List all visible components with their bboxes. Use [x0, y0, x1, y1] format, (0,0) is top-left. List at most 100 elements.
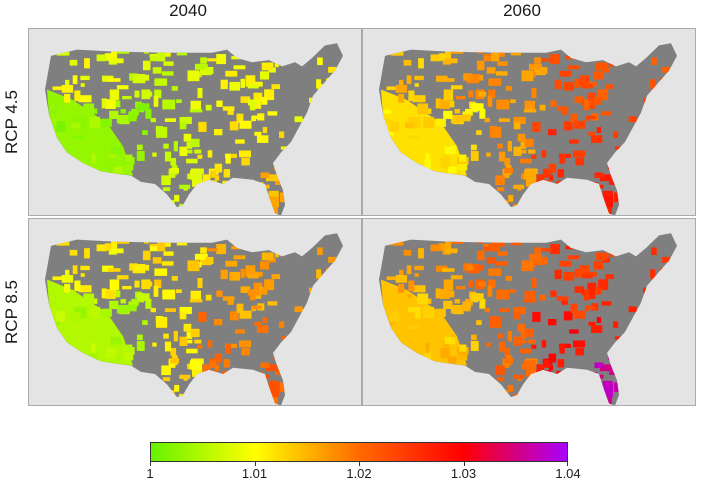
color-scale-ticks: 1 1.01 1.02 1.03 1.04: [146, 462, 581, 481]
county-patch: [300, 332, 309, 343]
county-patch: [613, 131, 619, 138]
county-patch: [111, 49, 118, 59]
color-scale-tick-label: 1: [146, 466, 154, 481]
county-patch: [252, 305, 262, 310]
county-patch: [191, 369, 203, 377]
county-patch: [136, 334, 143, 341]
us-county-map: [45, 43, 343, 215]
county-patch: [399, 269, 404, 276]
county-patch: [383, 364, 390, 375]
county-patch: [220, 79, 228, 90]
county-patch: [456, 95, 466, 100]
county-patch: [438, 243, 448, 251]
county-patch: [418, 248, 424, 259]
county-patch: [536, 364, 545, 374]
county-patch: [255, 384, 262, 393]
county-patch: [436, 374, 449, 386]
county-patch: [532, 121, 541, 132]
county-patch: [216, 54, 227, 65]
county-patch: [80, 83, 85, 87]
county-patch: [170, 347, 177, 356]
county-patch: [493, 384, 498, 389]
county-patch: [102, 186, 110, 193]
county-patch: [486, 67, 496, 74]
county-patch: [264, 279, 275, 291]
county-patch: [556, 180, 562, 188]
county-patch: [163, 61, 174, 66]
county-patch: [486, 53, 496, 59]
county-patch: [245, 75, 256, 87]
county-patch: [645, 315, 654, 319]
county-patch: [486, 342, 491, 347]
county-patch: [125, 154, 133, 162]
county-patch: [435, 288, 441, 299]
county-patch: [595, 204, 604, 215]
county-patch: [610, 348, 619, 354]
county-patch: [505, 276, 512, 281]
county-patch: [451, 48, 464, 54]
county-patch: [174, 384, 180, 392]
county-patch: [187, 70, 200, 82]
county-patch: [74, 280, 81, 292]
county-patch: [200, 57, 207, 64]
county-patch: [534, 57, 541, 64]
county-patch: [116, 85, 129, 90]
county-patch: [206, 180, 217, 188]
county-patch: [85, 175, 93, 180]
county-patch: [179, 121, 187, 130]
county-patch: [225, 70, 238, 77]
county-patch: [309, 287, 321, 293]
county-patch: [557, 359, 565, 368]
county-patch: [144, 91, 153, 97]
county-patch: [102, 75, 114, 82]
county-patch: [288, 345, 299, 357]
county-patch: [575, 157, 584, 166]
county-patch: [269, 195, 280, 208]
county-patch: [513, 121, 521, 130]
county-patch: [316, 269, 322, 279]
county-patch: [661, 77, 672, 84]
county-patch: [440, 158, 451, 169]
county-patch: [573, 340, 586, 348]
county-patch: [496, 99, 510, 110]
county-patch: [286, 385, 299, 392]
county-patch: [120, 299, 127, 304]
county-patch: [653, 143, 658, 149]
county-patch: [90, 174, 98, 186]
county-patch: [445, 49, 452, 59]
county-patch: [144, 50, 149, 54]
county-patch: [264, 89, 275, 101]
county-patch: [186, 158, 198, 164]
county-patch: [239, 120, 252, 129]
county-patch: [598, 279, 609, 291]
county-patch: [109, 341, 116, 348]
county-patch: [80, 265, 90, 271]
county-patch: [164, 341, 172, 352]
county-patch: [385, 362, 393, 367]
county-patch: [636, 353, 645, 359]
county-patch: [144, 240, 149, 244]
county-patch: [179, 116, 192, 125]
county-patch: [497, 251, 508, 256]
county-patch: [318, 131, 324, 141]
county-patch: [122, 95, 132, 100]
county-patch: [541, 58, 552, 62]
county-patch: [267, 111, 278, 116]
county-patch: [599, 374, 604, 379]
county-patch: [261, 394, 270, 405]
county-patch: [109, 377, 117, 382]
county-patch: [276, 158, 285, 164]
county-patch: [655, 383, 664, 388]
county-patch: [133, 265, 140, 271]
county-patch: [190, 290, 202, 301]
county-patch: [383, 174, 390, 185]
county-patch: [386, 86, 398, 91]
county-patch: [539, 66, 548, 75]
county-patch: [205, 294, 212, 301]
county-patch: [261, 252, 274, 261]
county-patch: [520, 331, 527, 339]
county-patch: [252, 115, 262, 120]
county-patch: [599, 364, 613, 372]
county-patch: [622, 155, 633, 167]
county-patch: [174, 194, 180, 202]
